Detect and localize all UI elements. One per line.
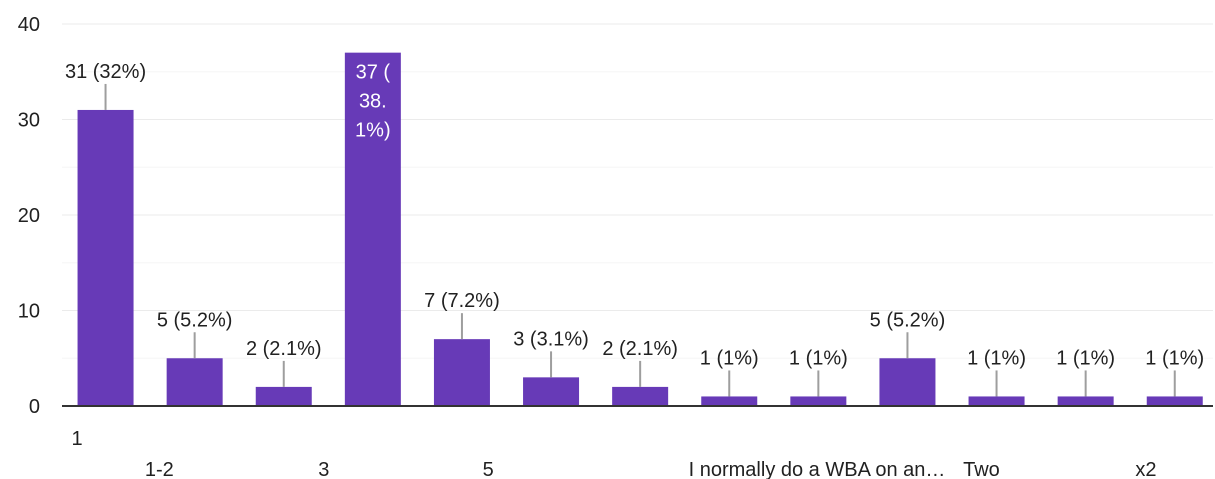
x-category-label: I normally do a WBA on an…	[689, 459, 946, 479]
y-tick-label: 40	[18, 14, 40, 36]
data-label: 5 (5.2%)	[870, 309, 946, 331]
bar	[701, 396, 758, 406]
bar	[166, 358, 223, 406]
bars-layer	[77, 52, 1203, 407]
data-label: 5 (5.2%)	[157, 309, 233, 331]
grid-layer	[62, 23, 1213, 359]
x-category-label: 5	[483, 459, 494, 479]
data-label: 1 (1%)	[1056, 347, 1115, 369]
data-label: 1 (1%)	[967, 347, 1026, 369]
y-tick-label: 30	[18, 110, 40, 132]
y-tick-label: 10	[18, 301, 40, 323]
bar	[790, 396, 847, 406]
bar	[255, 386, 312, 406]
bar	[344, 52, 401, 407]
x-category-label: 1-2	[145, 459, 174, 479]
bar	[612, 386, 669, 406]
x-category-label: Two	[963, 459, 1000, 479]
data-label: 7 (7.2%)	[424, 290, 500, 312]
data-label: 3 (3.1%)	[513, 328, 589, 350]
data-label: 37 (	[356, 62, 391, 84]
x-category-label: 1	[72, 428, 83, 450]
bar	[1146, 396, 1203, 406]
data-label: 1 (1%)	[700, 347, 759, 369]
data-label: 1 (1%)	[1145, 347, 1204, 369]
bar	[879, 358, 936, 406]
bar	[968, 396, 1025, 406]
bar	[1057, 396, 1114, 406]
data-label: 1 (1%)	[789, 347, 848, 369]
x-category-label: 3	[318, 459, 329, 479]
bar	[523, 377, 580, 406]
data-label: 2 (2.1%)	[246, 338, 322, 360]
data-label: 38.	[359, 91, 387, 113]
y-tick-label: 0	[29, 396, 40, 418]
x-category-label: x2	[1135, 459, 1156, 479]
data-label: 31 (32%)	[65, 61, 146, 83]
y-tick-label: 20	[18, 205, 40, 227]
labels-layer: 0 10 20 30 40 31 (32%) 5 (5.2%) 2 (2.1%) 37 ( 38.…	[18, 14, 1204, 479]
data-label: 1%)	[355, 120, 391, 142]
data-label: 2 (2.1%)	[602, 338, 678, 360]
bar	[77, 109, 134, 406]
bar	[433, 339, 490, 406]
